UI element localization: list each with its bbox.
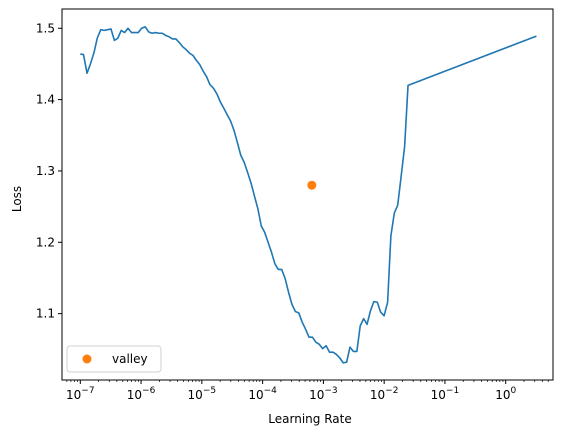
legend: valley [66, 345, 162, 373]
legend-marker-valley [82, 354, 92, 364]
x-tick-label: 10−7 [66, 386, 95, 402]
x-tick-label: 100 [495, 386, 516, 402]
x-tick-label: 10−4 [248, 386, 277, 402]
axes: 10−7 10−6 10−5 10−4 10−3 10−2 10−1 100 1.1 1.2 1.3… [36, 8, 554, 402]
legend-label-valley: valley [112, 352, 148, 366]
x-tick-label: 10−5 [188, 386, 217, 402]
y-tick-label: 1.3 [36, 164, 55, 178]
valley-marker [307, 180, 317, 190]
x-tick-label: 10−3 [309, 386, 338, 402]
axes-frame [61, 8, 554, 381]
y-tick-label: 1.1 [36, 307, 55, 321]
x-tick-label: 10−1 [431, 386, 460, 402]
x-tick-label: 10−2 [370, 386, 399, 402]
y-tick-label: 1.2 [36, 235, 55, 249]
y-axis-label: Loss [10, 186, 24, 212]
legend-box [66, 345, 162, 373]
y-tick-label: 1.4 [36, 93, 55, 107]
loss-curve [80, 26, 537, 364]
x-axis-label: Learning Rate [268, 412, 351, 426]
y-tick-label: 1.5 [36, 21, 55, 35]
x-tick-label: 10−6 [127, 386, 156, 402]
plot-area [80, 26, 537, 364]
